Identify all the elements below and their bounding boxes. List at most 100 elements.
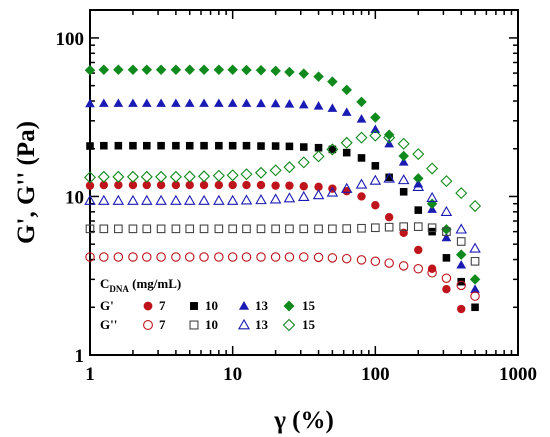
data-point [184, 64, 195, 75]
legend-marker [283, 300, 295, 312]
data-point [198, 64, 210, 75]
data-point [427, 223, 437, 233]
data-point [142, 141, 151, 150]
legend-value: 13 [255, 317, 269, 332]
data-point [328, 224, 337, 234]
y-tick-label: 1 [75, 346, 85, 367]
data-point [142, 224, 152, 234]
data-point [413, 263, 424, 274]
data-point [314, 143, 323, 152]
data-point [370, 256, 381, 267]
data-point [128, 224, 138, 234]
data-point [212, 169, 225, 182]
data-marks [83, 64, 482, 314]
data-point [255, 65, 267, 76]
data-point [254, 166, 268, 179]
data-point [215, 141, 223, 150]
y-tick-label: 100 [56, 29, 85, 50]
data-point [127, 64, 139, 75]
data-point [398, 261, 409, 271]
data-point [170, 64, 182, 75]
data-point [441, 232, 452, 242]
data-point [299, 252, 309, 262]
data-point [298, 68, 310, 79]
data-point [86, 142, 94, 150]
data-point [340, 182, 353, 193]
legend-marker [282, 318, 296, 332]
data-point [241, 252, 252, 262]
data-point [327, 76, 338, 87]
data-point [157, 141, 165, 150]
data-point [385, 173, 393, 182]
x-tick-label: 1000 [499, 364, 537, 385]
data-point [371, 223, 380, 233]
data-point [370, 112, 381, 123]
data-point [199, 98, 209, 107]
data-point [228, 141, 237, 150]
data-point [256, 180, 266, 190]
data-point [399, 228, 408, 237]
data-point [313, 252, 324, 263]
data-point [140, 194, 153, 205]
data-point [399, 188, 408, 196]
data-point [155, 170, 168, 183]
data-point [114, 180, 123, 190]
data-point [357, 192, 366, 201]
data-point [99, 224, 109, 234]
data-point [185, 141, 194, 150]
data-point [327, 103, 338, 112]
data-point [156, 252, 166, 262]
series-gp7 [85, 180, 466, 314]
data-point [271, 181, 280, 190]
data-point [83, 171, 97, 184]
data-point [228, 180, 237, 190]
data-point [340, 136, 353, 149]
data-point [426, 191, 438, 203]
data-point [126, 170, 139, 183]
data-point [312, 150, 325, 163]
data-point [228, 224, 237, 234]
data-point [355, 178, 368, 189]
data-point [128, 98, 138, 107]
data-point [155, 64, 167, 75]
data-point [127, 194, 139, 205]
data-point [341, 107, 352, 116]
data-point [469, 242, 481, 253]
y-tick-label: 10 [65, 187, 84, 208]
data-point [256, 224, 266, 234]
x-tick-label: 100 [361, 364, 390, 385]
data-point [171, 224, 181, 234]
data-point [85, 98, 95, 108]
data-point [312, 189, 325, 200]
data-point [214, 252, 224, 262]
data-point [214, 180, 224, 190]
legend-value: 7 [159, 298, 166, 313]
data-point [357, 154, 366, 162]
data-point [342, 186, 351, 196]
data-point [442, 285, 451, 294]
data-point [271, 224, 280, 234]
data-point [199, 224, 209, 234]
data-point [441, 273, 452, 283]
data-point [284, 252, 295, 262]
data-point [113, 98, 124, 107]
data-point [341, 253, 352, 264]
data-point [269, 193, 282, 204]
legend-marker [143, 301, 153, 311]
data-point [156, 224, 166, 234]
data-point [241, 64, 252, 76]
legend-value: 15 [302, 298, 316, 313]
data-point [100, 141, 108, 150]
data-point [369, 129, 382, 142]
data-point [427, 268, 437, 278]
data-point [98, 98, 109, 107]
data-point [242, 141, 251, 150]
data-point [313, 71, 324, 82]
data-point [357, 223, 366, 233]
data-point [285, 181, 294, 190]
data-point [356, 114, 367, 123]
data-point [442, 254, 451, 262]
data-point [171, 180, 181, 190]
data-point [256, 98, 266, 108]
data-point [269, 164, 282, 177]
